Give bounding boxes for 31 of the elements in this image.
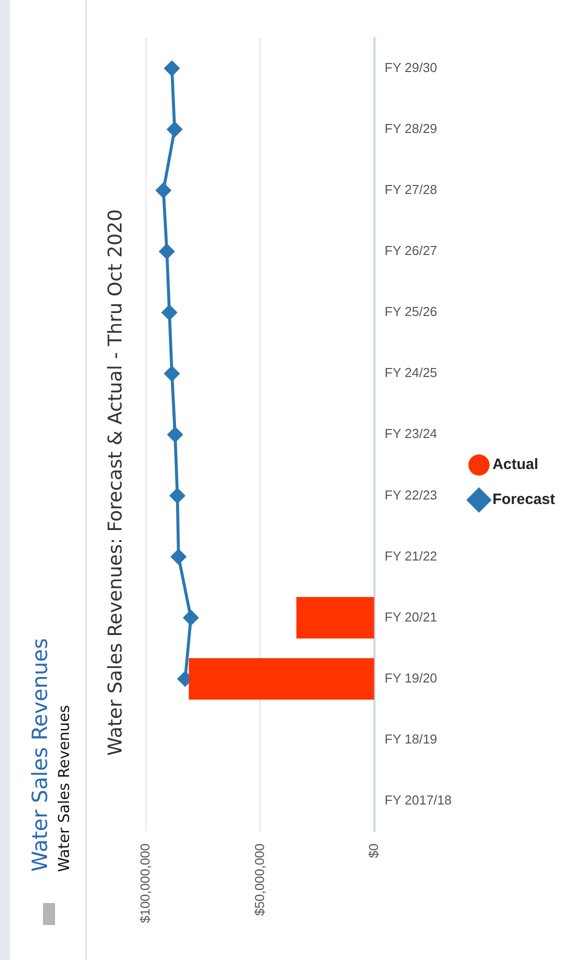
text: Water Sales Revenues: Forecast & Actual - Thru Oct 2020 <box>104 209 126 756</box>
legend-label: Forecast <box>492 491 556 508</box>
y-tick-label: FY 25/26 <box>384 304 438 320</box>
y-tick-label: FY 2017/18 <box>384 792 452 808</box>
point <box>170 488 185 504</box>
y-tick-label: FY 26/27 <box>384 243 438 258</box>
y-tick-label: FY 22/23 <box>384 487 438 502</box>
point <box>159 244 174 259</box>
point <box>164 366 180 382</box>
legend-label: Actual <box>492 456 538 474</box>
y-tick-label: FY 24/25 <box>384 365 438 380</box>
point <box>183 610 198 626</box>
y-tick-label: FY 23/24 <box>384 426 438 442</box>
point <box>162 305 177 320</box>
y-tick-label: FY 29/30 <box>384 60 438 75</box>
x-tick-label: $0 <box>366 843 382 858</box>
y-tick-label: FY 19/20 <box>384 670 438 686</box>
point <box>164 60 180 76</box>
point <box>167 122 182 137</box>
text: Water Sales Revenues <box>55 705 73 872</box>
text: Water Sales Revenues <box>28 638 52 872</box>
point <box>168 427 183 442</box>
y-tick-label: FY 21/22 <box>384 548 438 564</box>
y-tick-label: FY 28/29 <box>384 120 438 136</box>
y-tick-label: FY 27/28 <box>384 182 438 198</box>
y-tick-label: FY 18/19 <box>384 731 438 746</box>
y-tick-label: FY 20/21 <box>384 609 438 624</box>
point <box>171 549 186 564</box>
x-tick-label: $50,000,000 <box>252 843 267 916</box>
point <box>156 182 171 198</box>
x-tick-label: $100,000,000 <box>137 843 152 924</box>
